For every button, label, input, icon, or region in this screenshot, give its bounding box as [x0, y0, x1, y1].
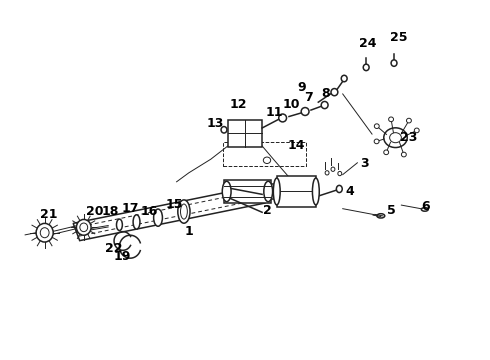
Ellipse shape: [377, 214, 385, 218]
Text: 6: 6: [421, 201, 430, 213]
Text: 4: 4: [345, 185, 354, 198]
Text: 1: 1: [184, 225, 193, 238]
Ellipse shape: [401, 152, 406, 157]
Ellipse shape: [178, 200, 190, 223]
Text: 12: 12: [230, 98, 247, 111]
Ellipse shape: [264, 181, 272, 202]
Ellipse shape: [180, 204, 187, 219]
Ellipse shape: [421, 208, 428, 211]
Text: 9: 9: [298, 81, 306, 94]
Ellipse shape: [263, 157, 270, 163]
Ellipse shape: [301, 108, 309, 116]
Ellipse shape: [390, 133, 401, 143]
Ellipse shape: [384, 150, 389, 155]
Ellipse shape: [336, 185, 342, 193]
Text: 14: 14: [288, 139, 305, 152]
Ellipse shape: [279, 114, 287, 122]
Ellipse shape: [117, 219, 122, 230]
Text: 21: 21: [40, 208, 57, 221]
Text: 5: 5: [387, 204, 396, 217]
Ellipse shape: [374, 139, 379, 144]
Ellipse shape: [363, 64, 369, 71]
Text: 16: 16: [141, 205, 158, 218]
Text: 15: 15: [166, 198, 183, 211]
Text: 13: 13: [207, 117, 224, 130]
Text: 24: 24: [359, 36, 377, 50]
Text: 22: 22: [105, 242, 123, 255]
Text: 8: 8: [321, 87, 330, 100]
Text: 3: 3: [361, 157, 369, 170]
Text: 10: 10: [283, 98, 300, 111]
Bar: [277, 176, 316, 207]
Text: 17: 17: [122, 202, 139, 215]
Ellipse shape: [338, 171, 342, 176]
Ellipse shape: [415, 128, 419, 133]
Ellipse shape: [374, 124, 379, 129]
Polygon shape: [73, 186, 266, 240]
Ellipse shape: [133, 215, 140, 229]
Ellipse shape: [40, 228, 49, 238]
Text: 2: 2: [263, 204, 271, 217]
Ellipse shape: [384, 128, 407, 148]
Bar: [228, 120, 262, 147]
Ellipse shape: [407, 118, 412, 123]
Ellipse shape: [391, 60, 397, 66]
Ellipse shape: [222, 181, 231, 202]
Ellipse shape: [331, 167, 335, 171]
Ellipse shape: [389, 117, 393, 122]
Ellipse shape: [80, 223, 88, 231]
Ellipse shape: [273, 178, 280, 205]
Text: 11: 11: [266, 106, 283, 119]
Text: 23: 23: [400, 131, 417, 144]
Text: 19: 19: [113, 249, 130, 262]
Text: 18: 18: [102, 205, 120, 218]
Text: 7: 7: [304, 91, 313, 104]
Text: 25: 25: [390, 31, 408, 44]
Text: 20: 20: [86, 205, 103, 218]
Ellipse shape: [76, 220, 91, 235]
Bar: [224, 180, 270, 203]
Ellipse shape: [313, 178, 319, 205]
Ellipse shape: [325, 171, 329, 175]
Bar: [223, 142, 306, 166]
Ellipse shape: [321, 102, 328, 109]
Ellipse shape: [331, 89, 338, 96]
Ellipse shape: [221, 127, 227, 133]
Ellipse shape: [36, 224, 53, 242]
Ellipse shape: [154, 209, 162, 226]
Ellipse shape: [341, 75, 347, 82]
